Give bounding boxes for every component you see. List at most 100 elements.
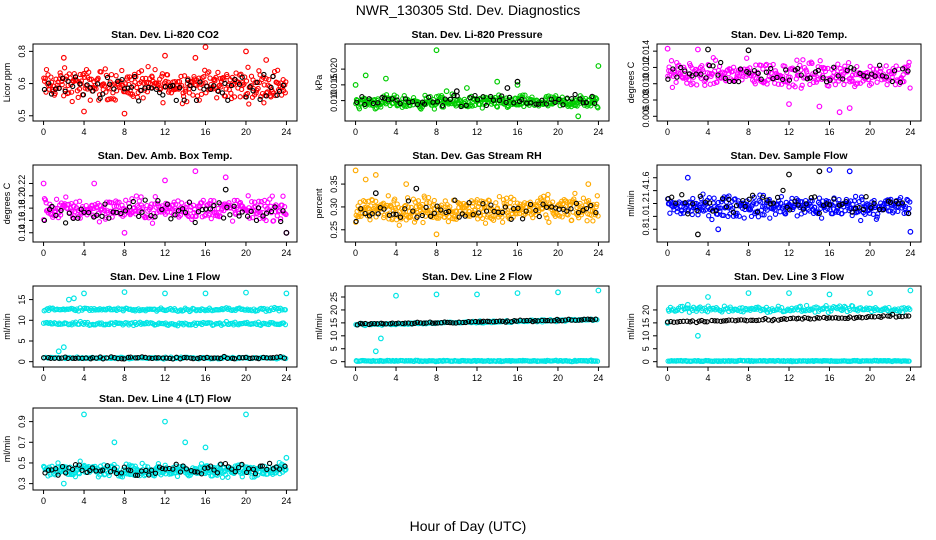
data-point (559, 318, 565, 324)
data-point (68, 89, 75, 95)
data-point (868, 81, 875, 87)
data-point (546, 219, 552, 225)
data-point (476, 101, 483, 108)
data-point (545, 317, 551, 324)
data-point (545, 191, 551, 198)
panel-frame (344, 43, 610, 122)
data-point (260, 213, 266, 219)
data-point (835, 61, 841, 67)
data-point (767, 201, 773, 207)
data-point-outlier (684, 174, 691, 181)
data-point (782, 211, 789, 217)
data-point (480, 94, 486, 100)
data-point (198, 471, 205, 477)
data-point (59, 75, 66, 81)
data-point (811, 194, 818, 200)
data-point (72, 473, 79, 480)
data-point (236, 81, 243, 87)
data-point (89, 465, 96, 471)
data-point (786, 84, 792, 90)
data-point (694, 82, 700, 88)
data-point (590, 218, 596, 224)
y-tick-label: 25 (329, 292, 339, 302)
panel-points (41, 44, 289, 117)
data-point-outlier (846, 105, 853, 111)
data-point (228, 82, 235, 89)
data-point (508, 216, 514, 222)
data-point (668, 58, 675, 64)
y-tick-label: 0.25 (329, 221, 339, 239)
data-point (516, 101, 523, 107)
data-point (693, 319, 700, 326)
panel-ylabel: degrees C (626, 61, 636, 103)
data-point-outlier (786, 290, 792, 297)
data-point (145, 63, 151, 70)
data-point (557, 213, 563, 219)
panel-points (664, 287, 914, 365)
x-tick-label: 12 (160, 496, 170, 506)
data-point (839, 201, 845, 207)
data-point (112, 97, 118, 103)
data-point (397, 214, 404, 220)
data-point (143, 467, 149, 474)
data-point (494, 104, 501, 110)
data-point (748, 213, 755, 220)
data-point (530, 214, 536, 221)
data-point (41, 217, 48, 224)
data-point (906, 313, 912, 319)
x-tick-label: 16 (824, 373, 834, 383)
data-point (118, 210, 124, 217)
data-point (61, 93, 67, 99)
data-point (84, 82, 90, 88)
data-point (585, 197, 592, 204)
data-point (496, 193, 503, 200)
panel-ylabel: kPa (314, 75, 324, 91)
x-tick-label: 12 (784, 127, 794, 137)
data-point (182, 209, 189, 216)
data-point (522, 92, 528, 98)
data-point (139, 209, 145, 215)
data-point (427, 319, 433, 325)
data-point (532, 318, 538, 324)
data-point (195, 355, 201, 362)
data-point (849, 212, 855, 219)
x-tick-label: 4 (706, 127, 711, 137)
data-point (907, 306, 913, 313)
data-point (272, 204, 278, 210)
data-point (499, 219, 506, 225)
data-point (482, 220, 489, 226)
data-point (462, 213, 468, 219)
data-point (42, 75, 48, 82)
data-point (245, 466, 252, 472)
data-point (772, 68, 779, 74)
data-point-outlier (70, 295, 77, 302)
data-point (472, 92, 478, 99)
data-point (282, 463, 288, 469)
data-point (270, 73, 276, 80)
data-point (833, 315, 839, 321)
data-point (778, 316, 784, 323)
data-point (499, 209, 506, 216)
data-point (194, 307, 200, 313)
data-point (66, 210, 72, 216)
data-point (107, 81, 113, 87)
data-point (414, 214, 420, 220)
data-point (718, 318, 724, 324)
data-point (393, 321, 399, 327)
data-point (595, 105, 601, 111)
data-point (104, 305, 111, 312)
data-point (831, 196, 837, 202)
y-tick-label: 0.9 (17, 415, 27, 428)
panel-1: Stan. Dev. Li-820 CO2 Licor ppm 0 4 8 12 16 20 2… (2, 29, 298, 137)
data-point (690, 201, 696, 207)
data-point (390, 211, 396, 217)
data-point-outlier (585, 181, 592, 188)
data-point (673, 200, 679, 206)
data-point (103, 321, 109, 327)
data-point-outlier (352, 167, 359, 174)
y-tick-label: 5 (641, 346, 651, 351)
data-point (136, 213, 142, 220)
data-point (707, 200, 713, 206)
data-point (779, 73, 786, 80)
data-point (744, 55, 750, 61)
